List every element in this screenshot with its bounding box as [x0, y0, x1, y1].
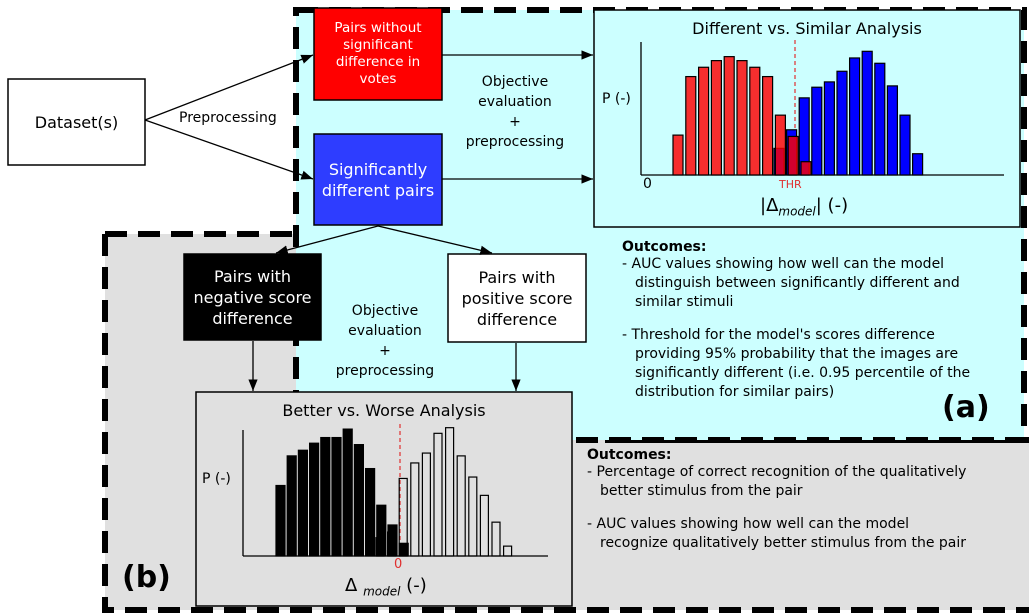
chart-a-title: Different vs. Similar Analysis: [692, 19, 922, 38]
chart-b-black-bar-9: [365, 467, 376, 557]
chart-a-blue-bar-11: [899, 114, 911, 176]
chart-a-red-bar-11: [800, 161, 812, 176]
chart-b-white-bar-4: [410, 462, 420, 557]
chart-b-black-bar-5: [320, 436, 331, 557]
chart-b-bars: [275, 427, 513, 557]
chart-b-zero-label: 0: [394, 557, 403, 572]
panel-b-tag: (b): [122, 560, 171, 595]
outcomes-b-title: Outcomes:: [587, 447, 672, 463]
chart-a-red-bar-8: [761, 75, 774, 176]
chart-a-blue-bar-8: [861, 50, 873, 176]
dataset-box-shape: [7, 78, 146, 166]
chart-b-white-bar-6: [433, 432, 443, 557]
chart-b-white-bar-12: [503, 545, 513, 557]
eval-b-line1: Objective: [351, 303, 419, 319]
chart-a-xlabel-delta: |Δ: [760, 195, 779, 216]
chart-a-xlabel-sub: model: [778, 204, 816, 219]
chart-b-white-bar-3: [398, 477, 408, 557]
arrow-dataset-to-sig: [144, 119, 314, 180]
chart-a-blue-bar-9: [874, 62, 886, 176]
neg-box-shape: [183, 253, 322, 341]
chart-a-red-bar-10: [787, 135, 799, 176]
chart-b-black-bar-3: [297, 449, 308, 557]
chart-a-threshold-label: THR: [779, 178, 802, 191]
outcomes-b-item-1: - Percentage of correct recognition of t…: [587, 464, 967, 499]
chart-a-red-bar-4: [710, 60, 723, 176]
eval-b-line2: evaluation: [348, 323, 422, 339]
arrow-sig-to-neg: [275, 225, 379, 255]
chart-a-blue-bar-5: [823, 81, 836, 176]
chart-a-bars: [672, 50, 924, 176]
chart-b-black-bar-2: [286, 455, 297, 557]
preprocessing-label: Preprocessing: [179, 110, 277, 126]
chart-a-red-bar-7: [749, 66, 761, 176]
chart-a-red-bar-3: [697, 66, 710, 176]
dataset-box-label: Dataset(s): [34, 112, 119, 132]
chart-a-red-bar-1: [672, 134, 684, 176]
eval-b-line4: preprocessing: [335, 363, 435, 379]
chart-a-xlabel: |Δmodel| (-): [760, 195, 848, 219]
chart-a-red-bar-9: [774, 114, 787, 176]
outcomes-a: Outcomes: - AUC values showing how well …: [622, 239, 1002, 402]
eval-a-line2: evaluation: [478, 94, 552, 110]
outcomes-a-title: Outcomes:: [622, 239, 707, 255]
eval-b-line3: +: [379, 343, 391, 359]
chart-a-red-bar-2: [685, 75, 697, 176]
nonsig-box-label: Pairs without significant difference in …: [334, 20, 422, 87]
chart-b-frame: [195, 391, 573, 607]
outcomes-a-item-2: - Threshold for the model's scores diffe…: [622, 327, 971, 400]
chart-a-blue-bar-10: [886, 85, 899, 176]
panel-b-outcomes-background: [578, 440, 1029, 610]
chart-a-blue-bar-7: [848, 57, 861, 176]
sig-box-shape: [313, 133, 443, 226]
chart-b-black-bar-6: [331, 436, 342, 557]
chart-b-xlabel-delta: Δ: [345, 575, 358, 596]
chart-b-black-bar-1: [275, 484, 286, 557]
sig-box-label: Significantly different pairs: [321, 159, 435, 200]
chart-b-white-bar-8: [456, 455, 466, 557]
chart-b-title: Better vs. Worse Analysis: [282, 401, 486, 420]
chart-b-black-bar-4: [309, 442, 320, 557]
pos-box-label: Pairs with positive score difference: [461, 267, 573, 329]
chart-b-xlabel: Δ model (-): [345, 575, 427, 599]
chart-b-white-bar-9: [468, 476, 478, 557]
chart-b-white-bar-11: [491, 521, 501, 557]
chart-b-white-bar-1: [375, 537, 385, 557]
chart-b-ylabel: P (-): [202, 471, 231, 487]
arrow-dataset-to-nonsig: [144, 54, 314, 121]
chart-b-white-bar-10: [479, 494, 489, 557]
chart-b-black-bar-8: [353, 444, 364, 557]
chart-a-blue-bar-6: [836, 70, 848, 176]
eval-b-text: Objective evaluation + preprocessing: [325, 301, 445, 381]
chart-b-white-bar-5: [421, 452, 431, 557]
neg-box-label: Pairs with negative score difference: [193, 266, 312, 328]
chart-a-blue-bar-4: [811, 86, 823, 176]
eval-a-line4: preprocessing: [465, 134, 565, 150]
panel-a-tag: (a): [942, 390, 990, 425]
chart-b-black-bar-7: [342, 428, 353, 557]
chart-b-white-bar-2: [387, 531, 397, 557]
chart-a-origin-label: 0: [643, 176, 652, 192]
nonsig-box-shape: [313, 7, 443, 101]
outcomes-b-item-2: - AUC values showing how well can the mo…: [587, 516, 967, 551]
eval-a-line3: +: [509, 114, 521, 130]
chart-a-red-bar-5: [723, 56, 735, 176]
outcomes-b: Outcomes: - Percentage of correct recogn…: [587, 447, 977, 553]
chart-a-blue-bar-12: [911, 153, 924, 176]
pos-box-shape: [447, 253, 587, 343]
arrow-sig-to-pos: [377, 225, 493, 255]
chart-a-ylabel: P (-): [602, 91, 631, 107]
chart-a-red-bar-6: [736, 60, 748, 176]
outcomes-a-item-1: - AUC values showing how well can the mo…: [622, 256, 960, 310]
eval-a-line1: Objective: [481, 74, 549, 90]
chart-b-xlabel-sub: model: [363, 584, 401, 599]
eval-a-text: Objective evaluation + preprocessing: [455, 72, 575, 152]
chart-a-xlabel-tail: | (-): [815, 195, 849, 216]
chart-b-xlabel-tail: (-): [406, 575, 427, 596]
chart-b-white-bar-7: [445, 427, 455, 557]
